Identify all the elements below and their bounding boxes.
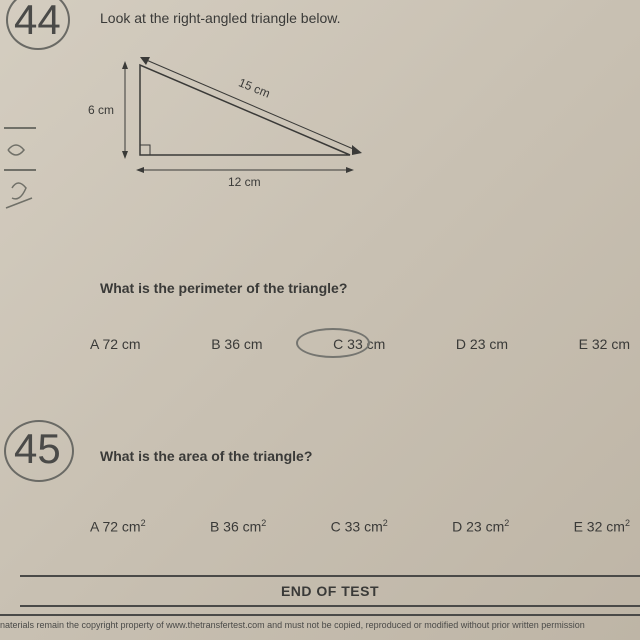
choice-44-e[interactable]: E 32 cm	[579, 336, 630, 352]
choice-44-a[interactable]: A 72 cm	[90, 336, 141, 352]
triangle-diagram: 6 cm 12 cm 15 cm	[100, 45, 380, 195]
end-of-test-bar: END OF TEST	[20, 575, 640, 607]
pencil-circle-45	[4, 420, 74, 482]
prompt-44: Look at the right-angled triangle below.	[100, 10, 341, 26]
choice-44-d[interactable]: D 23 cm	[456, 336, 508, 352]
choice-45-e[interactable]: E 32 cm2	[574, 518, 630, 535]
copyright-text: naterials remain the copyright property …	[0, 614, 640, 630]
choice-45-b[interactable]: B 36 cm2	[210, 518, 266, 535]
side-b-label: 12 cm	[228, 175, 261, 189]
handwriting-margin	[2, 110, 42, 220]
choice-44-b[interactable]: B 36 cm	[211, 336, 262, 352]
question-44-text: What is the perimeter of the triangle?	[100, 280, 347, 296]
question-45-text: What is the area of the triangle?	[100, 448, 312, 464]
choices-45: A 72 cm2 B 36 cm2 C 33 cm2 D 23 cm2 E 32…	[90, 518, 630, 535]
choice-45-a[interactable]: A 72 cm2	[90, 518, 146, 535]
side-a-label: 6 cm	[88, 103, 114, 117]
pencil-circle-answer-c	[296, 328, 370, 358]
choice-45-d[interactable]: D 23 cm2	[452, 518, 509, 535]
choice-45-c[interactable]: C 33 cm2	[331, 518, 388, 535]
